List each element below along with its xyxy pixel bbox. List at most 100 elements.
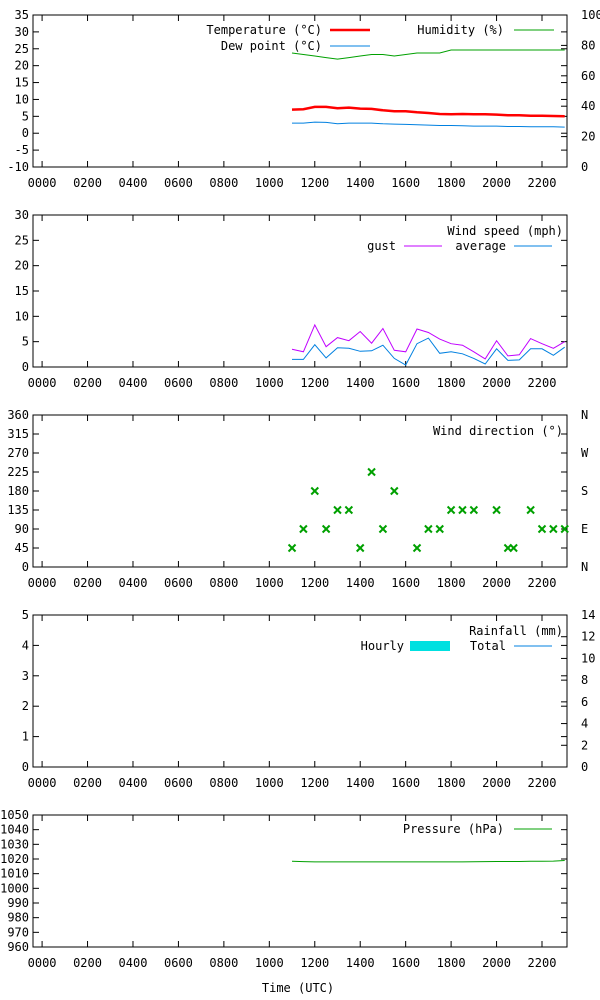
y2-tick-label: E (581, 522, 588, 536)
legend-label: average (455, 239, 506, 253)
y-tick-label: 2 (22, 699, 29, 713)
x-tick-label: 2000 (482, 956, 511, 970)
x-tick-label: 1800 (437, 776, 466, 790)
x-tick-label: 1600 (391, 776, 420, 790)
y-tick-label: 35 (15, 8, 29, 22)
x-tick-label: 0600 (164, 376, 193, 390)
legend-label: Pressure (hPa) (403, 822, 504, 836)
x-tick-label: 1200 (300, 576, 329, 590)
data-point (378, 524, 388, 534)
data-point (287, 543, 297, 553)
legend-label: Hourly (361, 639, 404, 653)
data-point (321, 524, 331, 534)
point-stroke (446, 505, 456, 515)
y2-tick-label: 0 (581, 760, 588, 774)
point-stroke (492, 505, 501, 515)
plot-frame (32, 814, 568, 948)
point-stroke (310, 486, 319, 496)
y2-tick-label: 80 (581, 38, 595, 52)
y2-tick-label: 60 (581, 69, 595, 83)
y-tick-label: 90 (15, 522, 29, 536)
x-tick-label: 1000 (255, 376, 284, 390)
x-tick-label: 0400 (119, 956, 148, 970)
y2-tick-label: S (581, 484, 588, 498)
y-tick-label: 10 (15, 92, 29, 106)
data-point (299, 524, 308, 534)
x-tick-label: 0800 (209, 956, 238, 970)
legend-label: Dew point (°C) (221, 39, 322, 53)
x-tick-label: 1800 (437, 376, 466, 390)
point-stroke (469, 505, 479, 515)
point-stroke (560, 524, 569, 534)
x-tick-label: 1600 (391, 176, 420, 190)
legend-label: Humidity (%) (417, 23, 504, 37)
y2-tick-label: N (581, 560, 588, 574)
x-tick-label: 1200 (300, 376, 329, 390)
legend-label: Temperature (°C) (206, 23, 322, 37)
x-axis-label: Time (UTC) (262, 981, 334, 995)
x-tick-label: 0400 (119, 176, 148, 190)
x-tick-label: 0800 (209, 376, 238, 390)
point-stroke (333, 505, 342, 515)
x-tick-label: 0600 (164, 176, 193, 190)
point-stroke (412, 543, 422, 553)
point-stroke (287, 543, 297, 553)
x-tick-label: 0000 (28, 176, 57, 190)
y-tick-label: 20 (15, 59, 29, 73)
y-tick-label: 970 (7, 925, 29, 939)
x-tick-label: 1200 (300, 176, 329, 190)
y-tick-label: 15 (15, 76, 29, 90)
y2-tick-label: 40 (581, 99, 595, 113)
y-tick-label: 45 (15, 541, 29, 555)
y-tick-label: 180 (7, 484, 29, 498)
x-tick-label: 1400 (346, 576, 375, 590)
y2-tick-label: 12 (581, 630, 595, 644)
y2-tick-label: W (581, 446, 589, 460)
y-tick-label: 20 (15, 259, 29, 273)
x-tick-label: 0800 (209, 176, 238, 190)
y2-tick-label: 100 (581, 8, 600, 22)
data-point (492, 505, 501, 515)
panel-wind-speed: 0 5 10 15 20 25 30 0000 0200 0400 0600 0800 1000 1200… (15, 208, 568, 390)
y-tick-label: 1050 (0, 808, 29, 822)
series-dew-point-c (292, 121, 565, 128)
y-tick-label: 0 (22, 560, 29, 574)
panel-pressure: 9609709809901000101010201030104010500000… (0, 808, 568, 970)
plot-frame (32, 614, 568, 768)
y-tick-label: 990 (7, 896, 29, 910)
y-tick-label: 4 (22, 638, 29, 652)
y-tick-label: 1010 (0, 867, 29, 881)
y-tick-label: 5 (22, 335, 29, 349)
y-tick-label: -5 (15, 143, 29, 157)
point-stroke (367, 467, 376, 477)
x-tick-label: 1800 (437, 176, 466, 190)
y2-tick-label: 4 (581, 717, 588, 731)
series-humidity (291, 49, 565, 60)
x-tick-label: 1000 (255, 776, 284, 790)
data-point (537, 524, 547, 534)
y-tick-label: 30 (15, 208, 29, 222)
x-tick-label: 2200 (528, 776, 557, 790)
x-tick-label: 0000 (28, 776, 57, 790)
x-tick-label: 2000 (482, 376, 511, 390)
data-point (424, 524, 433, 534)
y-tick-label: 15 (15, 284, 29, 298)
point-stroke (424, 524, 433, 534)
x-tick-label: 0200 (73, 376, 102, 390)
x-tick-label: 0000 (28, 576, 57, 590)
x-tick-label: 0600 (164, 776, 193, 790)
y2-tick-label: 2 (581, 738, 588, 752)
data-point (333, 505, 342, 515)
data-point (390, 486, 399, 496)
x-tick-label: 0200 (73, 776, 102, 790)
x-tick-label: 2200 (528, 176, 557, 190)
x-tick-label: 0400 (119, 776, 148, 790)
y2-tick-label: 8 (581, 673, 588, 687)
x-tick-label: 1400 (346, 376, 375, 390)
x-tick-label: 0200 (73, 956, 102, 970)
y-tick-label: 1040 (0, 823, 29, 837)
x-tick-label: 2000 (482, 776, 511, 790)
x-tick-label: 1400 (346, 176, 375, 190)
